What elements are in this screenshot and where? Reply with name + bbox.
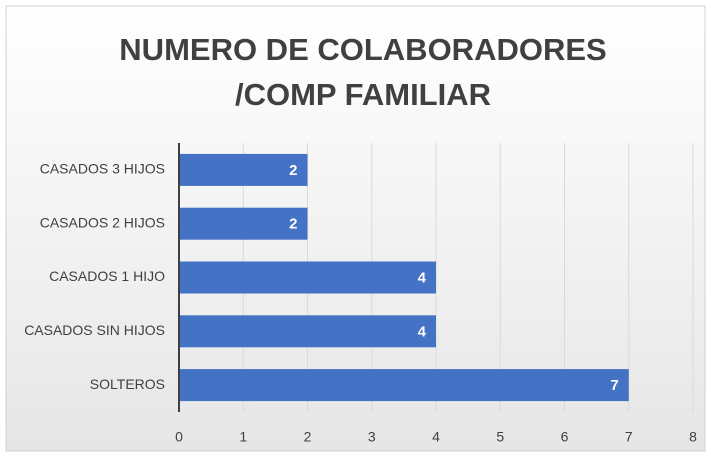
x-tick-label: 6 <box>561 429 569 445</box>
x-tick-label: 1 <box>239 429 247 445</box>
x-tick-label: 3 <box>368 429 376 445</box>
bar <box>179 369 629 402</box>
data-label: 2 <box>289 216 297 233</box>
y-tick-label: CASADOS 2 HIJOS <box>40 214 165 230</box>
x-tick-label: 0 <box>175 429 183 445</box>
bar <box>179 153 308 186</box>
y-tick-label: CASADOS 3 HIJOS <box>40 161 165 177</box>
x-tick-label: 4 <box>432 429 440 445</box>
data-label: 2 <box>289 162 297 179</box>
x-tick-label: 2 <box>304 429 312 445</box>
x-tick-label: 5 <box>496 429 504 445</box>
bar <box>179 261 436 294</box>
x-tick-label: 8 <box>689 429 697 445</box>
bar <box>179 207 308 240</box>
y-tick-label: SOLTEROS <box>90 376 165 392</box>
data-label: 4 <box>418 269 427 286</box>
bar <box>179 315 436 348</box>
y-tick-label: CASADOS SIN HIJOS <box>24 322 165 338</box>
chart-title: /COMP FAMILIAR <box>235 77 491 112</box>
y-tick-label: CASADOS 1 HIJO <box>49 268 165 284</box>
data-label: 4 <box>418 323 427 340</box>
data-label: 7 <box>610 377 618 394</box>
chart-title: NUMERO DE COLABORADORES <box>119 32 606 67</box>
x-tick-label: 7 <box>625 429 633 445</box>
